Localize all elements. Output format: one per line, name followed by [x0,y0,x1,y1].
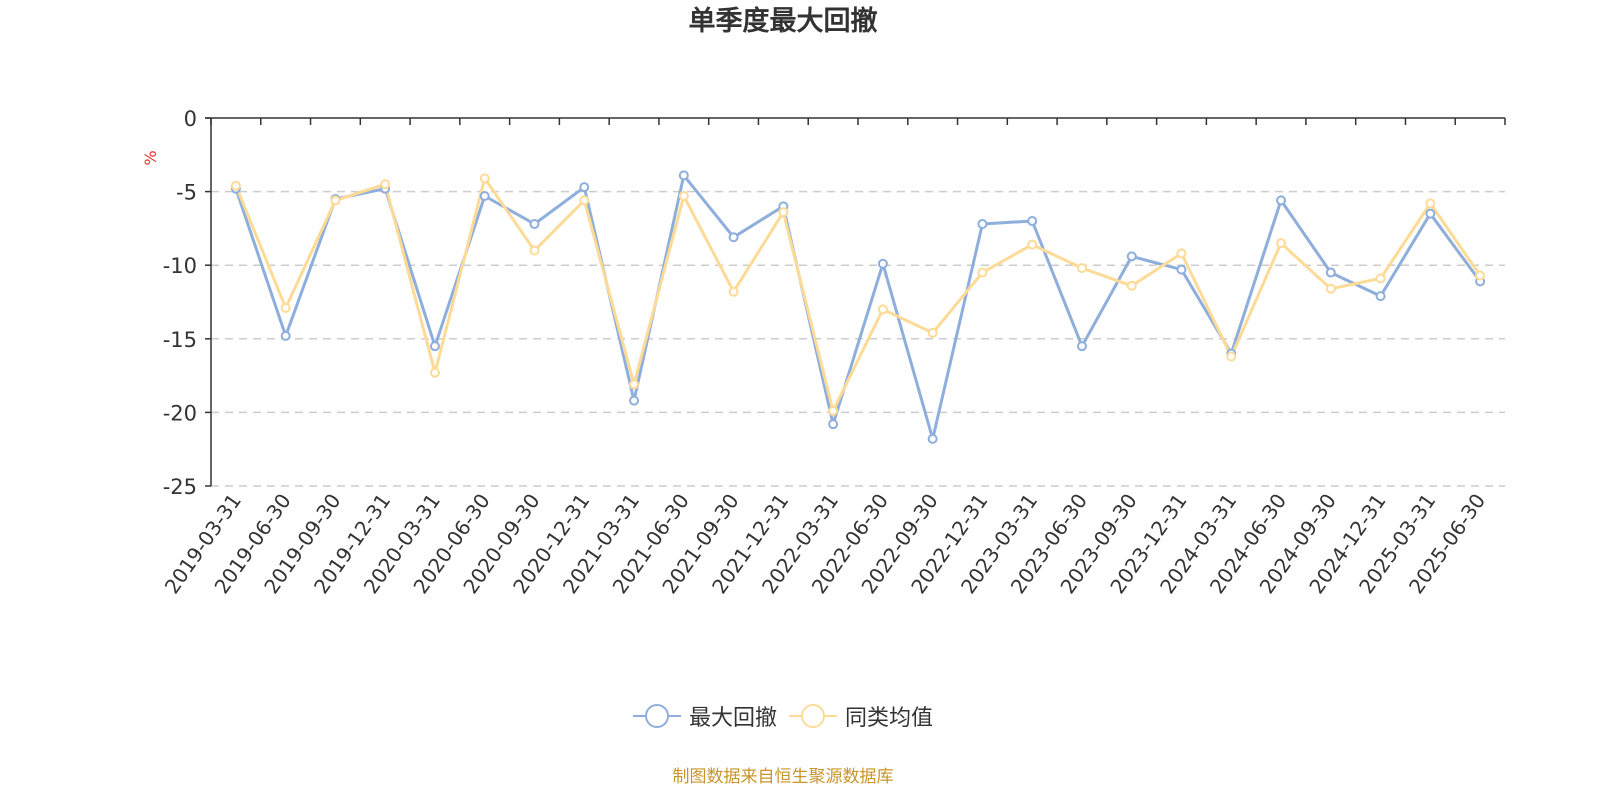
data-point [380,179,391,190]
data-point [629,395,640,406]
data-point [728,286,739,297]
y-tick-label: -20 [163,401,197,425]
data-point [927,433,938,444]
legend-label-drawdown: 最大回撤 [688,706,777,731]
data-point [778,207,789,218]
data-point [1226,351,1237,362]
data-point [977,218,988,229]
data-point [330,195,341,206]
grid-lines [211,190,1505,487]
data-point [728,232,739,243]
data-point [1276,238,1287,249]
data-point [1375,291,1386,302]
data-point [678,170,689,181]
data-point [280,302,291,313]
y-tick-label: -10 [163,254,197,278]
data-point [429,341,440,352]
data-point [678,191,689,202]
y-tick-label: -25 [163,475,197,499]
legend-item-peer-average[interactable]: 同类均值 [789,700,933,732]
data-point [828,405,839,416]
data-point [1375,273,1386,284]
data-point [579,195,590,206]
y-tick-label: 0 [184,107,197,131]
data-point [529,218,540,229]
legend-swatch-peer-average [789,702,837,730]
data-point [1076,341,1087,352]
data-point [529,245,540,256]
legend-dot-drawdown [644,704,669,728]
data-point [877,258,888,269]
legend-dot-peer-average [801,704,825,728]
data-point [877,304,888,315]
series-line-0 [234,173,1482,441]
data-point [1176,264,1187,275]
data-point [629,379,640,390]
series-line-1 [234,176,1482,413]
data-point [1425,198,1436,209]
axes [205,117,1506,487]
source-note: 制图数据来自恒生聚源数据库 [672,767,894,787]
legend-swatch-drawdown [632,702,681,730]
legend-label-peer-average: 同类均值 [845,706,934,731]
chart-title: 单季度最大回撤 [688,6,878,37]
legend: 最大回撤 同类均值 [0,700,1566,732]
data-point [1126,280,1137,291]
data-point [479,191,490,202]
data-point [1325,283,1336,294]
data-point [1475,270,1486,281]
y-tick-label: -15 [163,328,197,352]
data-point [1425,208,1436,219]
data-point [1126,251,1137,262]
data-point [828,419,839,430]
series-lines [234,173,1482,441]
data-points [230,170,1486,444]
data-point [977,267,988,278]
data-point [230,180,241,191]
data-point [579,182,590,193]
data-point [429,367,440,378]
y-tick-label: -5 [176,181,197,205]
data-point [1027,216,1038,227]
data-point [280,330,291,341]
data-point [1076,263,1087,274]
data-point [1027,239,1038,250]
legend-item-drawdown[interactable]: 最大回撤 [632,700,777,732]
data-point [479,173,490,184]
data-point [927,327,938,338]
data-point [1176,248,1187,259]
data-point [1276,195,1287,206]
y-axis-unit: % [141,150,160,165]
data-point [1325,267,1336,278]
